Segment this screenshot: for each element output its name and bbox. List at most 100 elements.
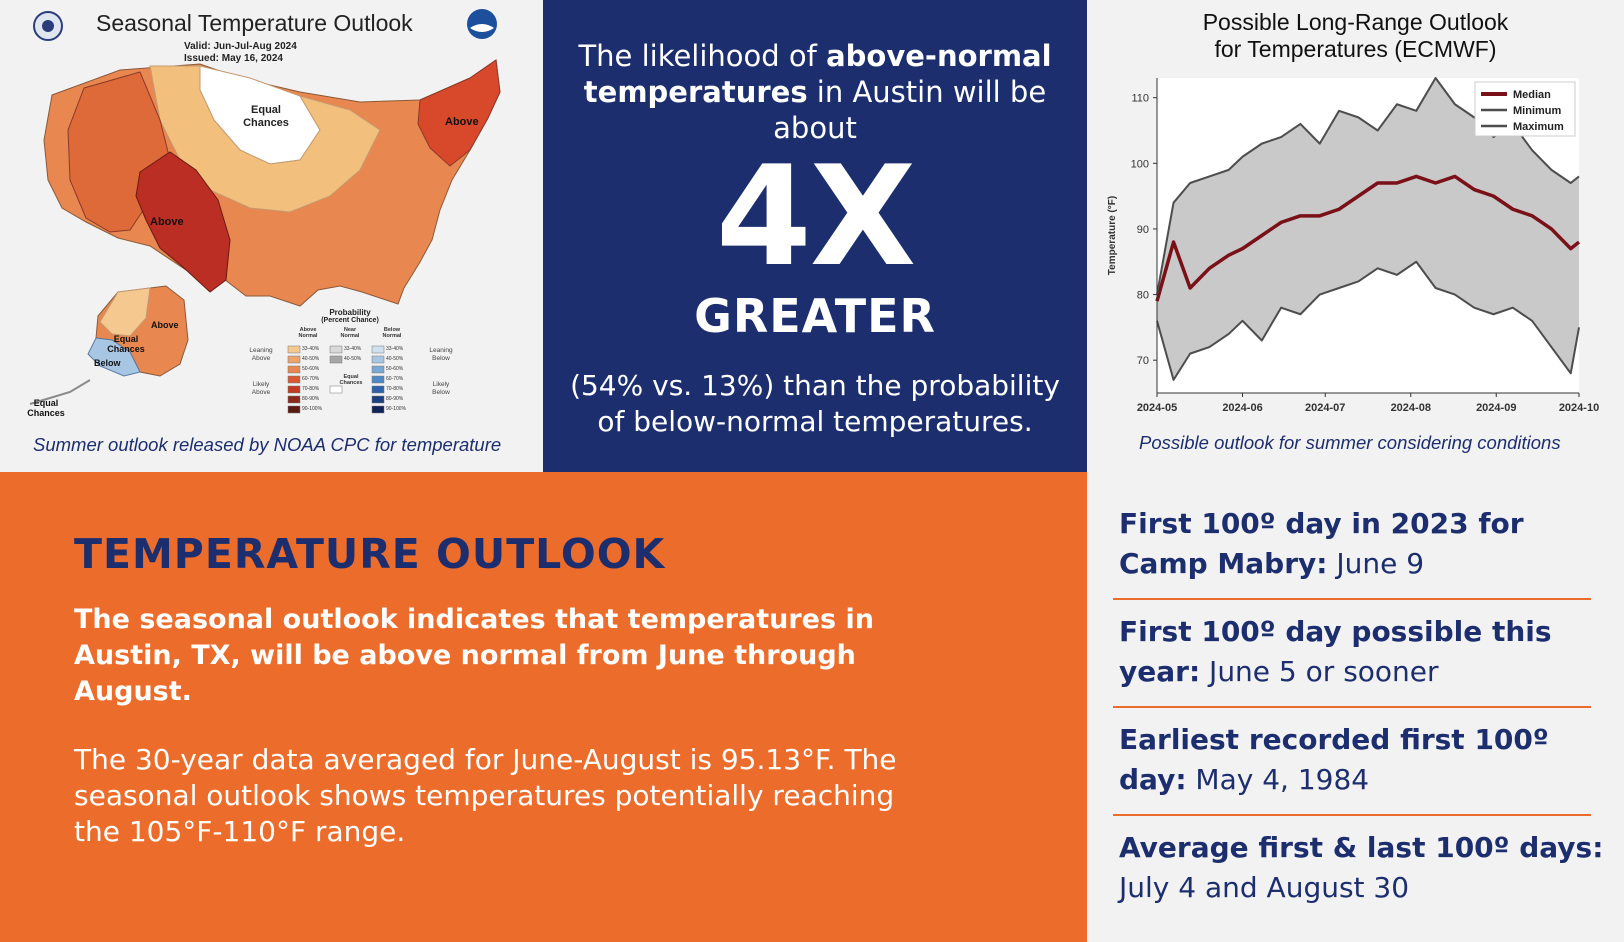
x-tick-label: 2024-10 — [1559, 402, 1599, 414]
map-label-above-east: Above — [445, 116, 479, 128]
legend-range-below: 60-70% — [386, 376, 404, 382]
min-max-band — [1157, 78, 1579, 380]
fact-divider — [1113, 598, 1591, 600]
legend-range-above: 70-80% — [302, 386, 320, 392]
fact-item: First 100º day in 2023 for Camp Mabry: J… — [1119, 504, 1609, 584]
legend-range-below: 50-60% — [386, 366, 404, 372]
legend-swatch-below — [371, 365, 385, 374]
outlook-heading: TEMPERATURE OUTLOOK — [74, 530, 666, 578]
fact-label: First 100º day possible this year: — [1119, 615, 1552, 688]
chart-title-line1: Possible Long-Range Outlook — [1202, 9, 1509, 35]
seasonal-outlook-map-panel: Seasonal Temperature Outlook Valid: Jun-… — [0, 0, 543, 472]
map-label-above-texas: Above — [150, 216, 184, 228]
y-tick-label: 80 — [1137, 290, 1149, 302]
legend-leaning-above: Leaning Above — [249, 347, 273, 362]
chart-title: Possible Long-Range Outlook for Temperat… — [1087, 9, 1624, 63]
temperature-outlook-panel: TEMPERATURE OUTLOOK The seasonal outlook… — [0, 472, 1087, 942]
likelihood-note: (54% vs. 13%) than the probability of be… — [570, 369, 1060, 438]
legend-subtitle: (Percent Chance) — [321, 317, 379, 324]
likelihood-intro: The likelihood of above-normal temperatu… — [563, 38, 1067, 146]
legend-range-near: 40-50% — [344, 356, 362, 362]
map-label-equal-chances-alaska: Equal Chances — [107, 334, 145, 354]
legend-col-above: Above Normal — [298, 327, 318, 339]
legend-label-median: Median — [1513, 89, 1551, 101]
legend-col-near: Near Normal — [340, 327, 360, 339]
likelihood-greater: GREATER — [694, 289, 936, 343]
alaska-below — [87, 337, 141, 377]
fact-value: June 5 or sooner — [1200, 655, 1439, 688]
y-axis-label: Temperature (°F) — [1107, 196, 1118, 275]
legend-range-above: 33-40% — [302, 346, 320, 352]
ecmwf-chart-panel: Possible Long-Range Outlook for Temperat… — [1087, 0, 1624, 472]
fact-value: July 4 and August 30 — [1119, 871, 1410, 904]
legend-label-minimum: Minimum — [1513, 105, 1561, 117]
likelihood-intro-a: The likelihood of — [578, 39, 827, 73]
x-tick-label: 2024-08 — [1391, 402, 1431, 414]
likelihood-multiplier: 4X — [715, 136, 916, 297]
fact-label: First 100º day in 2023 for Camp Mabry: — [1119, 507, 1524, 580]
map-label-equal-chances-north: Equal Chances — [243, 104, 289, 129]
y-tick-label: 70 — [1137, 355, 1149, 367]
y-tick-label: 90 — [1137, 224, 1149, 236]
x-tick-label: 2024-05 — [1137, 402, 1177, 414]
map-valid-line: Valid: Jun-Jul-Aug 2024 — [184, 41, 297, 52]
chart-caption: Possible outlook for summer considering … — [1139, 432, 1561, 453]
fact-item: Earliest recorded first 100º day: May 4,… — [1119, 720, 1609, 800]
legend-range-above: 90-100% — [302, 406, 323, 412]
legend-range-below: 80-90% — [386, 396, 404, 402]
x-tick-label: 2024-06 — [1222, 402, 1262, 414]
map-caption: Summer outlook released by NOAA CPC for … — [33, 434, 502, 455]
chart-title-line2: for Temperatures (ECMWF) — [1214, 36, 1497, 62]
legend-swatch-above — [287, 345, 301, 354]
likelihood-intro-c: in Austin will be about — [773, 75, 1047, 145]
legend-swatch-above — [287, 355, 301, 364]
legend-likely-below: Likely Below — [432, 381, 450, 396]
map-label-above-alaska: Above — [151, 320, 179, 330]
likelihood-intro-bold: above-normal temperatures — [583, 39, 1052, 109]
legend-swatch-below — [371, 375, 385, 384]
region-northeast-above — [417, 59, 501, 167]
legend-range-above: 50-60% — [302, 366, 320, 372]
legend-range-below: 70-80% — [386, 386, 404, 392]
map-title: Seasonal Temperature Outlook — [96, 10, 413, 36]
map-label-below-alaska: Below — [94, 358, 121, 368]
ecmwf-chart: 70 80 90 100 110 2024-05 2024-06 2024-07 2024-08… — [1107, 77, 1599, 414]
legend-swatch-near — [329, 345, 343, 354]
x-tick-label: 2024-07 — [1305, 402, 1345, 414]
outlook-map — [29, 9, 501, 414]
outlook-summary: The seasonal outlook indicates that temp… — [74, 604, 874, 707]
alaska-light — [99, 287, 151, 337]
legend-range-below: 90-100% — [386, 406, 407, 412]
legend-likely-above: Likely Above — [251, 381, 271, 396]
legend-swatch-below — [371, 395, 385, 404]
aleutian-chain — [29, 379, 91, 405]
legend-range-above: 80-90% — [302, 396, 320, 402]
likelihood-panel: The likelihood of above-normal temperatu… — [543, 0, 1087, 472]
legend-range-below: 33-40% — [386, 346, 404, 352]
series-line-median — [1155, 174, 1581, 302]
fact-divider — [1113, 706, 1591, 708]
legend-swatch-above — [287, 375, 301, 384]
region-texas-above-strong — [135, 151, 231, 293]
legend-col-below: Below Normal — [382, 327, 402, 339]
legend-swatch-below — [371, 345, 385, 354]
legend-range-near: 33-40% — [344, 346, 362, 352]
map-issued-line: Issued: May 16, 2024 — [184, 53, 283, 64]
noaa-cpc-seal — [33, 11, 63, 41]
fact-item: Average first & last 100º days: July 4 a… — [1119, 828, 1609, 908]
legend-swatch-below — [371, 355, 385, 364]
series-line-minimum — [1156, 260, 1580, 381]
noaa-logo — [467, 9, 497, 39]
fact-value: June 9 — [1327, 547, 1425, 580]
fact-label: Average first & last 100º days: — [1119, 831, 1604, 864]
fact-label: Earliest recorded first 100º day: — [1119, 723, 1549, 796]
legend-range-below: 40-50% — [386, 356, 404, 362]
legend-equal-chances: Equal Chances — [339, 374, 363, 386]
map-valid-dates: Valid: Jun-Jul-Aug 2024 Issued: May 16, … — [184, 41, 297, 65]
legend-swatch-below — [371, 405, 385, 414]
x-tick-label: 2024-09 — [1476, 402, 1516, 414]
legend-swatch-above — [287, 405, 301, 414]
fact-item: First 100º day possible this year: June … — [1119, 612, 1609, 692]
legend-swatch-above — [287, 395, 301, 404]
legend-swatch-above — [287, 385, 301, 394]
